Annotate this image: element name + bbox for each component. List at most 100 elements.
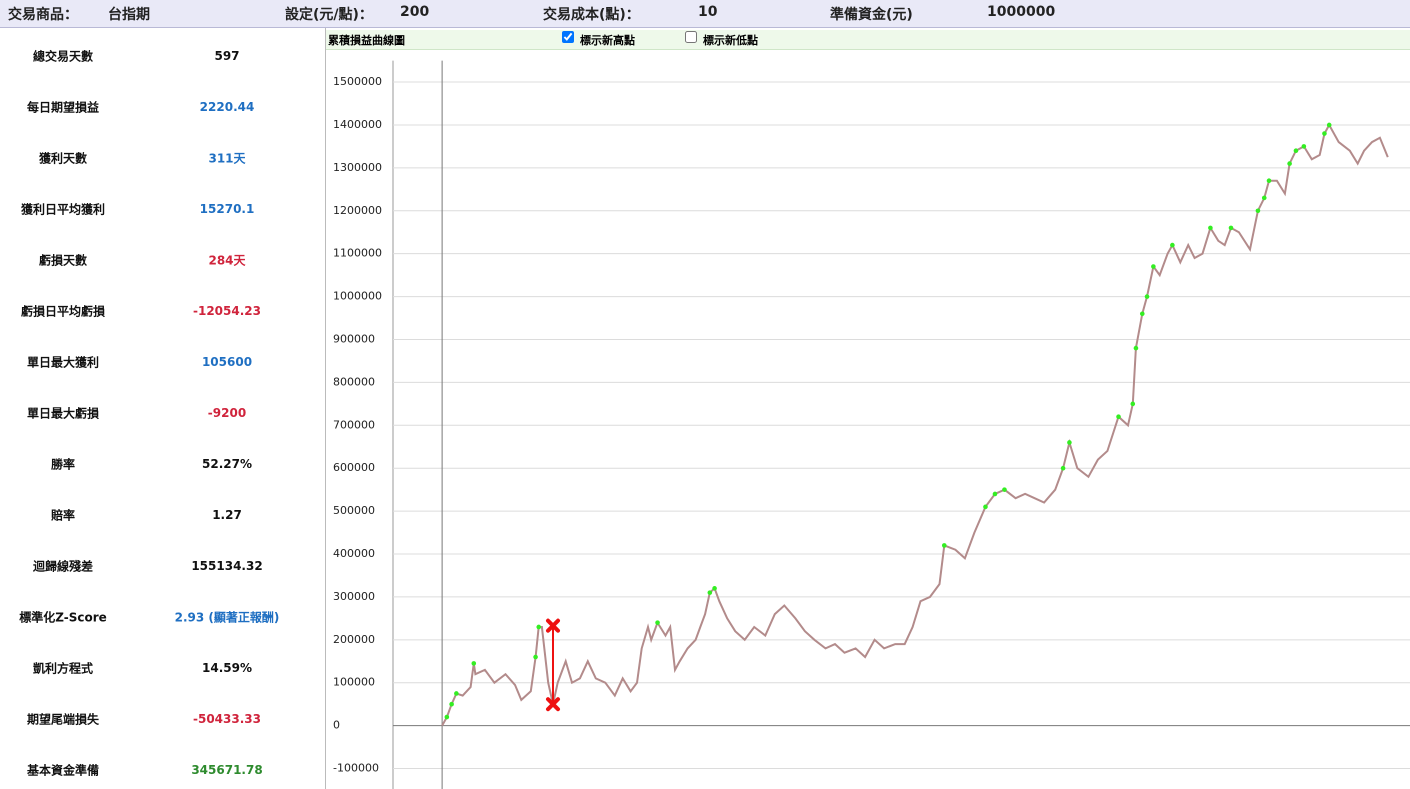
new-high-point (1293, 148, 1299, 154)
chart: -100000 0 100000 200000 300000 400000 500000 60… (333, 60, 1410, 789)
stat-value: -50433.33 (193, 712, 261, 726)
new-high-point (471, 661, 477, 666)
new-high-point (1228, 225, 1234, 231)
new-high-point (1067, 440, 1072, 445)
setting-label: 準備資金(元) (830, 7, 913, 23)
checkbox[interactable] (685, 31, 697, 43)
new-high-point (1326, 122, 1332, 128)
new-high-point (536, 624, 542, 630)
y-tick-label: 900000 (333, 332, 375, 345)
stat-label: 標準化Z-Score (19, 610, 107, 625)
new-high-point (1116, 414, 1121, 420)
stat-value: -12054.23 (193, 304, 261, 318)
y-tick-label: -100000 (333, 762, 379, 775)
stat-value: 14.59% (202, 661, 252, 675)
stats-panel: 總交易天數 597 每日期望損益 2220.44 獲利天數 311天獲利日平均獲利 1527… (0, 28, 326, 789)
stat-value: 155134.32 (191, 559, 263, 573)
new-high-point (454, 691, 459, 696)
y-tick-label: 800000 (333, 375, 375, 388)
stat-value: 2.93 (顯著正報酬) (174, 610, 280, 625)
stat-value: 2220.44 (199, 100, 255, 114)
setting-label: 設定(元/點)： (285, 7, 373, 23)
y-tick-label: 1200000 (333, 204, 382, 217)
stat-label: 獲利日平均獲利 (20, 202, 106, 217)
stat-label: 凱利方程式 (32, 661, 94, 676)
stat-value: 105600 (201, 355, 253, 369)
new-high-point (1002, 487, 1007, 492)
new-high-point (712, 586, 717, 591)
y-tick-label: 1400000 (333, 118, 382, 131)
stat-value: 345671.78 (191, 763, 263, 777)
new-high-point (1261, 195, 1267, 201)
stat-value: 52.27% (202, 457, 252, 471)
setting-value: 200 (400, 4, 430, 20)
new-high-point (941, 543, 947, 548)
y-tick-label: 1500000 (333, 75, 382, 88)
top-bar: 交易商品： 台指期 設定(元/點)： 200 交易成本(點)： 10 準備資金(元) 1000… (0, 0, 1410, 28)
new-high-point (1133, 345, 1139, 351)
new-high-point (992, 491, 998, 497)
stat-label: 期望尾端損失 (26, 712, 100, 727)
stat-value: 1.27 (212, 508, 242, 522)
new-high-point (444, 714, 450, 720)
y-tick-label: 300000 (333, 590, 375, 603)
new-high-point (1301, 144, 1307, 149)
checkbox-label[interactable]: 標示新低點 (703, 34, 758, 47)
new-high-point (1287, 161, 1292, 166)
stat-label: 每日期望損益 (26, 100, 100, 115)
equity-line (441, 122, 1389, 727)
stat-label: 虧損天數 (38, 253, 88, 268)
y-tick-label: 200000 (333, 633, 375, 646)
new-high-point (655, 620, 660, 625)
new-high-point (1170, 242, 1175, 248)
new-high-point (1060, 465, 1066, 471)
setting-value: 台指期 (108, 7, 150, 23)
drawdown-marker (545, 697, 560, 712)
stat-value: 597 (214, 49, 240, 63)
stat-label: 迴歸線殘差 (32, 559, 94, 574)
setting-label: 交易商品： (8, 7, 78, 23)
stat-value: -9200 (207, 406, 247, 420)
drawdown-marker (545, 618, 560, 633)
stat-label: 虧損日平均虧損 (20, 304, 106, 319)
y-tick-label: 0 (333, 719, 340, 732)
new-high-point (1139, 311, 1145, 317)
new-high-point (1208, 225, 1213, 231)
new-high-point (1151, 264, 1156, 269)
checkbox[interactable] (562, 31, 574, 43)
new-high-point (1130, 401, 1136, 407)
new-high-point (707, 590, 713, 595)
stat-label: 單日最大獲利 (26, 355, 100, 370)
stat-label: 勝率 (50, 457, 76, 472)
checkbox-label[interactable]: 標示新高點 (580, 34, 635, 47)
y-tick-label: 1100000 (333, 247, 382, 260)
new-high-point (1266, 178, 1272, 184)
stat-label: 獲利天數 (38, 151, 88, 166)
stat-value: 284天 (208, 253, 246, 268)
setting-value: 1000000 (987, 4, 1056, 20)
y-tick-label: 600000 (333, 461, 375, 474)
new-high-point (1255, 208, 1261, 214)
y-tick-label: 700000 (333, 418, 375, 431)
setting-label: 交易成本(點)： (543, 7, 640, 23)
new-high-point (1322, 131, 1327, 136)
y-tick-label: 1000000 (333, 290, 382, 303)
new-high-point (449, 701, 454, 707)
chart-title: 累積損益曲線圖 (328, 34, 405, 47)
stat-label: 賠率 (50, 508, 76, 523)
y-tick-label: 100000 (333, 676, 375, 689)
chart-header: 累積損益曲線圖 標示新高點 標示新低點 (326, 30, 1410, 50)
new-high-point (983, 504, 988, 510)
y-tick-label: 500000 (333, 504, 375, 517)
new-high-point (533, 654, 538, 660)
y-tick-label: 400000 (333, 547, 375, 560)
stat-label: 基本資金準備 (26, 763, 100, 778)
stat-value: 311天 (208, 151, 246, 166)
stat-label: 總交易天數 (32, 49, 94, 64)
new-high-point (1144, 294, 1150, 299)
stat-value: 15270.1 (199, 202, 255, 216)
stat-label: 單日最大虧損 (26, 406, 100, 421)
setting-value: 10 (698, 4, 718, 20)
y-tick-label: 1300000 (333, 161, 382, 174)
